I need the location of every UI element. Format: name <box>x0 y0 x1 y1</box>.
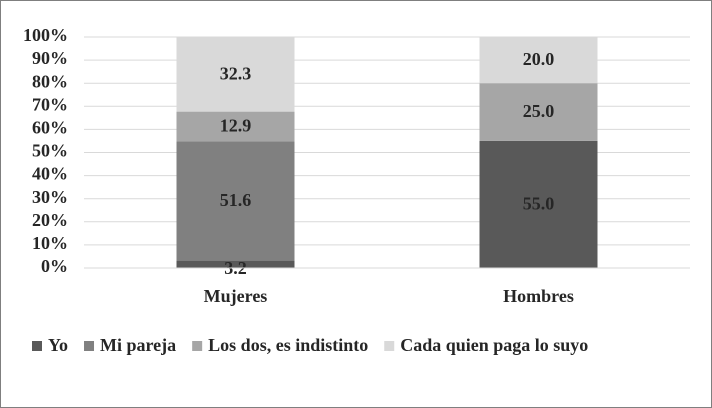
legend-swatch <box>192 341 203 351</box>
x-tick-label: Mujeres <box>204 286 268 306</box>
bar-segment <box>176 37 295 112</box>
legend-swatch <box>32 341 42 351</box>
bar-segment <box>479 140 598 268</box>
legend-swatch <box>84 341 95 351</box>
bar-segment <box>176 260 295 268</box>
y-tick-label: 20% <box>32 210 68 230</box>
legend-swatch <box>384 341 395 351</box>
bar-segment <box>176 111 295 142</box>
y-tick-label: 0% <box>41 256 68 276</box>
y-tick-label: 100% <box>23 25 68 45</box>
bar-segment <box>176 141 295 261</box>
data-label: 20.0 <box>523 49 555 69</box>
legend-label: Cada quien paga lo suyo <box>400 335 588 355</box>
x-tick-label: Hombres <box>503 286 574 306</box>
y-tick-label: 60% <box>32 118 68 138</box>
legend-label: Yo <box>48 335 68 355</box>
legend-label: Los dos, es indistinto <box>208 335 368 355</box>
y-tick-label: 10% <box>32 233 68 253</box>
legend-label: Mi pareja <box>100 335 176 355</box>
bar-segment <box>479 37 598 84</box>
y-tick-label: 40% <box>32 164 68 184</box>
data-label: 32.3 <box>220 63 252 83</box>
data-label: 51.6 <box>220 190 252 210</box>
data-label: 12.9 <box>220 116 252 136</box>
data-label: 55.0 <box>523 194 555 214</box>
data-label: 25.0 <box>523 101 555 121</box>
y-tick-label: 30% <box>32 187 68 207</box>
y-tick-label: 50% <box>32 141 68 161</box>
y-tick-label: 90% <box>32 48 68 68</box>
y-tick-label: 70% <box>32 94 68 114</box>
y-tick-label: 80% <box>32 71 68 91</box>
bar-segment <box>479 83 598 141</box>
